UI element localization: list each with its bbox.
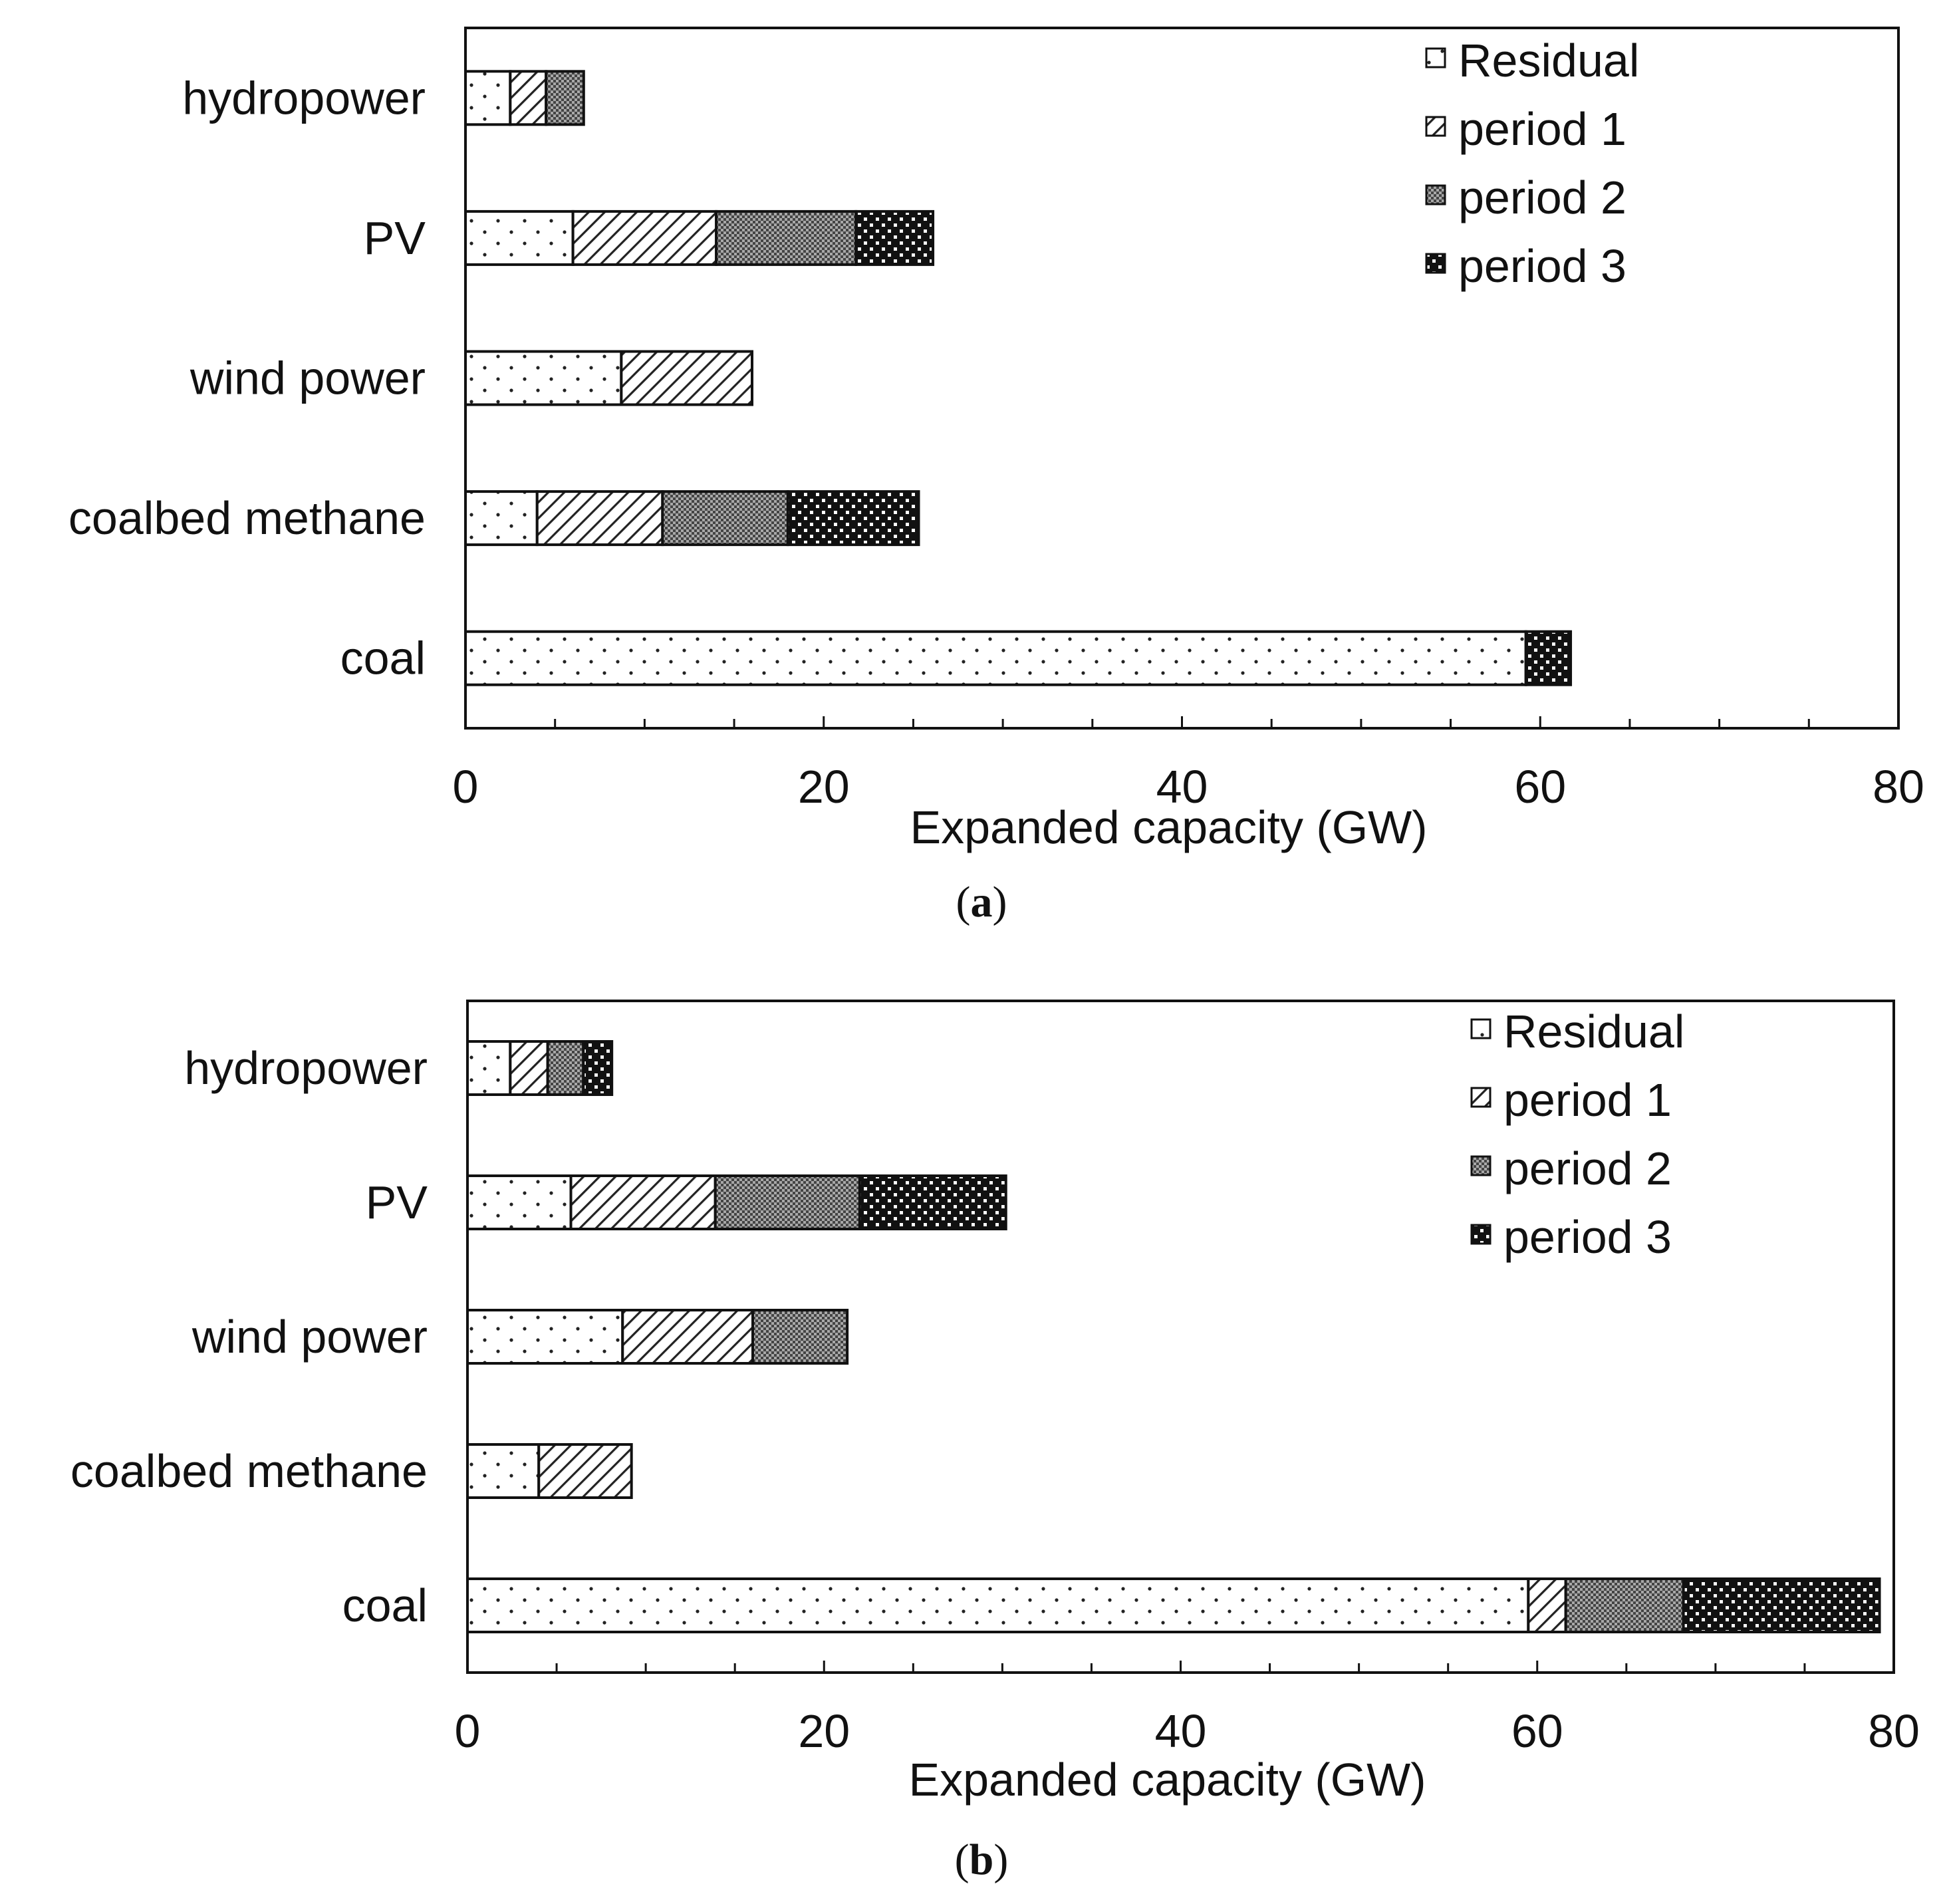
x-axis-label: Expanded capacity (GW)	[910, 801, 1427, 853]
bar-segment-period-1	[1527, 1577, 1567, 1633]
legend-label: Residual	[1458, 35, 1639, 86]
legend-swatch	[1470, 1224, 1492, 1245]
bar-segment-period-1	[620, 350, 754, 406]
category-label: wind power	[190, 352, 426, 404]
bar-segment-period-1	[509, 70, 548, 126]
category-label: coal	[340, 632, 426, 684]
legend-label: Residual	[1503, 1006, 1684, 1057]
legend-label: period 3	[1458, 240, 1626, 292]
bar-segment-period-3	[582, 1040, 614, 1096]
bar-segment-period-2	[545, 70, 585, 126]
bar-segment-period-2	[661, 490, 789, 547]
x-tick-label: 0	[453, 761, 479, 813]
category-label: coal	[342, 1579, 428, 1631]
bar-segment-period-1	[569, 1174, 717, 1230]
bar-segment-residual	[464, 630, 1527, 686]
legend-label: period 1	[1458, 103, 1626, 155]
bar-segment-period-2	[1564, 1577, 1685, 1633]
bar-segment-period-3	[858, 1174, 1007, 1230]
legend-swatch	[1425, 116, 1446, 137]
bar-segment-residual	[464, 209, 575, 266]
bar-segment-period-2	[715, 209, 858, 266]
bar-segment-period-1	[509, 1040, 549, 1096]
legend-swatch	[1425, 184, 1446, 205]
legend-swatch	[1470, 1018, 1492, 1039]
bar-segment-period-1	[621, 1309, 754, 1365]
bar-segment-period-3	[854, 209, 935, 266]
bar-segment-residual	[464, 70, 512, 126]
bar-segment-residual	[466, 1174, 573, 1230]
category-label: hydropower	[184, 1042, 428, 1094]
bar-segment-period-1	[571, 209, 718, 266]
legend-label: period 3	[1503, 1211, 1672, 1263]
category-label: coalbed methane	[68, 492, 426, 544]
bar-segment-residual	[464, 490, 539, 547]
bar-segment-period-1	[537, 1443, 633, 1499]
bar-segment-period-2	[714, 1174, 861, 1230]
bar-segment-period-2	[751, 1309, 849, 1365]
panel-b: 0 20 40 60 80 Expanded capacity (GW) (b) hydrop…	[70, 1000, 1920, 1884]
x-tick-label: 0	[455, 1705, 481, 1757]
x-axis-label: Expanded capacity (GW)	[908, 1754, 1426, 1806]
bar-segment-residual	[466, 1443, 541, 1499]
bar-segment-residual	[464, 350, 623, 406]
x-tick-label: 40	[1155, 1705, 1207, 1757]
x-tick-label: 20	[798, 761, 850, 813]
x-tick-label: 60	[1514, 761, 1566, 813]
panel-a: 0 20 40 60 80 Expanded capacity (GW) (a) hydrop…	[68, 27, 1924, 926]
bar-segment-period-3	[1682, 1577, 1881, 1633]
legend-label: period 2	[1503, 1143, 1672, 1194]
legend-label: period 1	[1503, 1074, 1672, 1126]
bar-segment-residual	[466, 1577, 1530, 1633]
panel-label: (b)	[955, 1836, 1009, 1884]
category-label: PV	[364, 212, 426, 264]
x-tick-label: 60	[1511, 1705, 1563, 1757]
bar-segment-period-2	[546, 1040, 585, 1096]
category-label: hydropower	[182, 72, 426, 124]
bar-segment-period-1	[535, 490, 664, 547]
panel-label: (a)	[956, 878, 1007, 926]
legend-swatch	[1425, 253, 1446, 274]
x-tick-label: 80	[1868, 1705, 1920, 1757]
bar-segment-residual	[466, 1309, 624, 1365]
category-label: coalbed methane	[70, 1445, 428, 1497]
x-tick-label: 40	[1156, 761, 1208, 813]
category-label: wind power	[192, 1311, 428, 1363]
bar-segment-period-3	[1524, 630, 1573, 686]
legend-swatch	[1470, 1087, 1492, 1108]
legend-swatch	[1425, 47, 1446, 68]
x-tick-label: 20	[798, 1705, 850, 1757]
legend-label: period 2	[1458, 172, 1626, 223]
bar-segment-period-3	[786, 490, 920, 547]
x-tick-label: 80	[1873, 761, 1924, 813]
category-label: PV	[366, 1176, 428, 1228]
legend-swatch	[1470, 1155, 1492, 1176]
bar-segment-residual	[466, 1040, 512, 1096]
